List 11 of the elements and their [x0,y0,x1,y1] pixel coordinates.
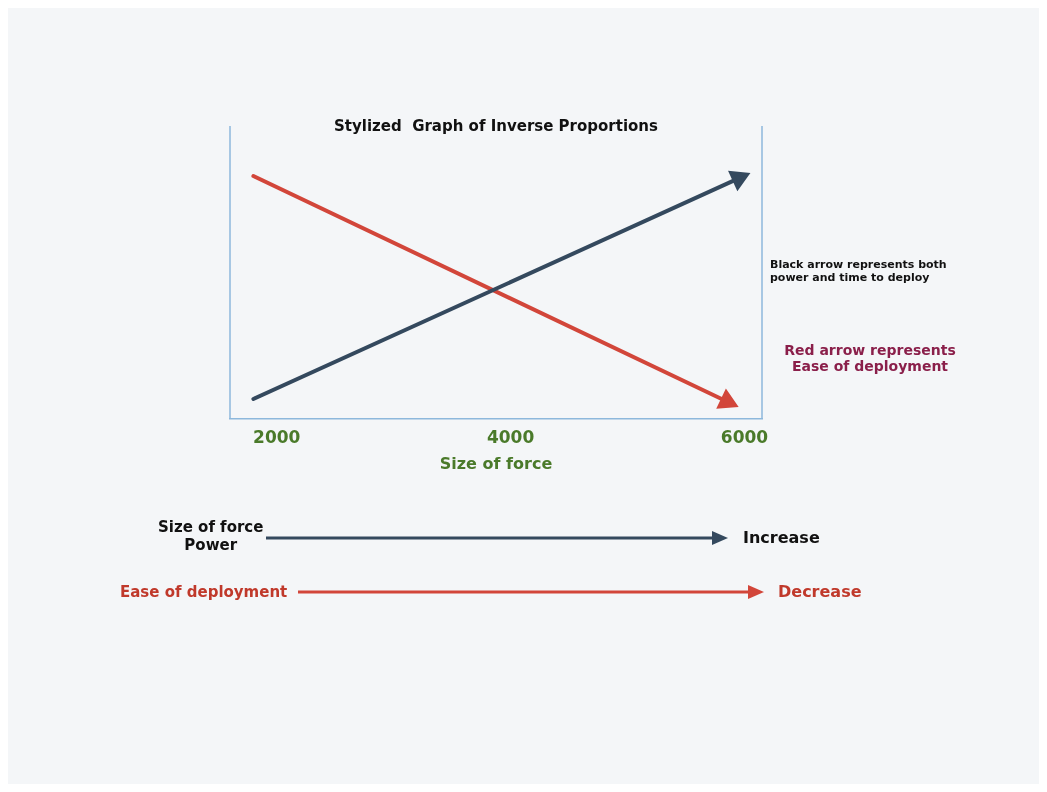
text: Red arrow represents Ease of deployment [783,342,957,374]
text: Decrease [778,582,862,601]
x-tick-label: 2000 [253,427,301,448]
text: Ease of deployment [120,583,288,601]
text: Black arrow represents both power and time to deploy [770,258,948,284]
x-tick-label: 6000 [720,427,769,448]
chart-title: Stylized Graph of Inverse Proportions [334,116,659,135]
x-axis-title: Size of force [439,453,553,473]
text: Size of force Power [158,518,264,554]
text: Increase [743,528,820,547]
x-tick-label: 4000 [486,427,535,448]
